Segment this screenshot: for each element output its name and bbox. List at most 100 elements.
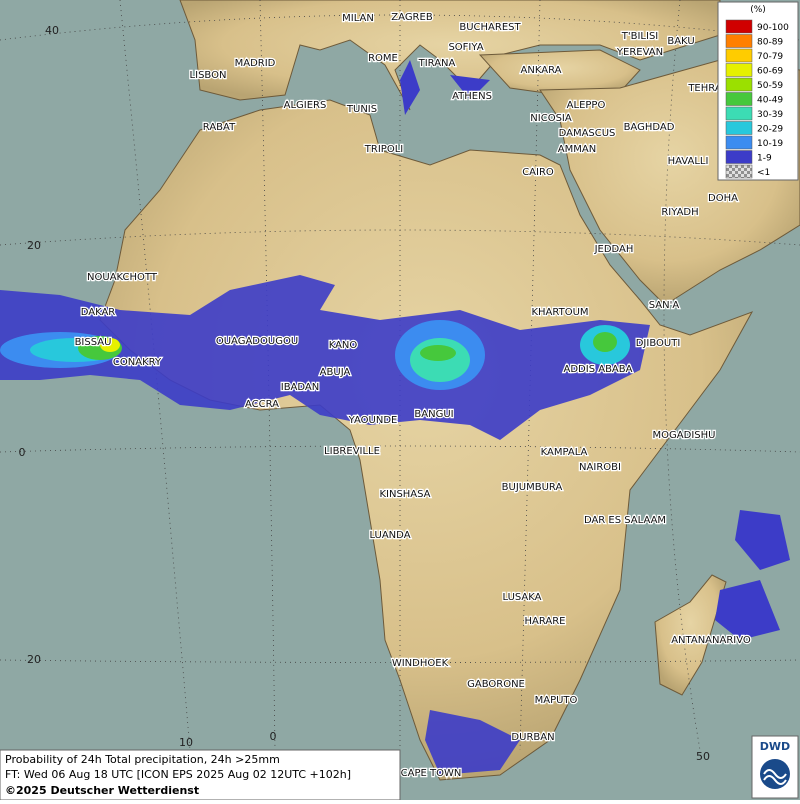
city-label: SAN'A [649, 300, 680, 311]
city-label: MADRID [235, 58, 276, 69]
legend-unit: (%) [750, 5, 766, 15]
city-label: KHARTOUM [531, 307, 588, 318]
footer-line: FT: Wed 06 Aug 18 UTC [ICON EPS 2025 Aug… [5, 768, 351, 781]
city-label: MAPUTO [535, 695, 578, 706]
city-label: LISBON [190, 70, 227, 81]
city-label: T'BILISI [621, 31, 658, 42]
city-label: BUCHAREST [459, 22, 521, 33]
legend-swatch [725, 150, 753, 164]
legend-label: 10-19 [757, 139, 783, 149]
legend-swatch [725, 121, 753, 135]
city-label: DAMASCUS [559, 128, 616, 139]
city-label: ROME [368, 53, 398, 64]
grid-label: 50 [696, 750, 710, 763]
city-label: MILAN [342, 13, 374, 24]
grid-label: 20 [27, 239, 41, 252]
city-labels: MILAN ZAGREB BUCHAREST T'BILISI BAKU YEREVAN M… [73, 11, 752, 781]
city-label: DOHA [708, 193, 738, 204]
city-label: RABAT [203, 122, 236, 133]
city-label: IBADAN [281, 382, 320, 393]
city-label: HARARE [524, 616, 565, 627]
legend-swatch [725, 48, 753, 63]
legend-swatch [725, 63, 753, 77]
city-label: BAKU [667, 36, 694, 47]
legend-swatch [725, 92, 753, 106]
city-label: ZAGREB [391, 12, 433, 23]
legend-label: 60-69 [757, 67, 783, 77]
legend-label: 50-59 [757, 81, 783, 91]
city-label: NOUAKCHOTT [87, 272, 158, 283]
city-label: LIBREVILLE [324, 446, 380, 457]
city-label: KINSHASA [379, 489, 430, 500]
footer-line: Probability of 24h Total precipitation, … [5, 753, 280, 766]
city-label: BISSAU [75, 337, 112, 348]
city-label: HAVALLI [668, 156, 709, 167]
city-label: ABUJA [320, 367, 351, 378]
legend-swatch [725, 19, 753, 34]
legend-label: 40-49 [757, 96, 783, 106]
city-label: ALEPPO [567, 100, 606, 111]
city-label: CAPE TOWN [401, 768, 462, 779]
city-label: ATHENS [452, 91, 492, 102]
footer-box [0, 749, 401, 801]
legend-label: <1 [757, 168, 770, 178]
legend-label: 1-9 [757, 154, 772, 164]
grid-label: 0 [19, 446, 26, 459]
city-label: JEDDAH [594, 244, 634, 255]
city-label: ACCRA [245, 399, 279, 410]
legend-swatch [725, 135, 753, 150]
legend-label: 90-100 [757, 23, 789, 33]
city-label: DJIBOUTI [636, 338, 681, 349]
legend: (%) 90-100 80-89 70-79 60-69 50-59 40-49 30-39… [717, 1, 799, 181]
city-label: GABORONE [467, 679, 525, 690]
city-label: NAIROBI [579, 462, 621, 473]
city-label: WINDHOEK [392, 658, 449, 669]
city-label: TUNIS [346, 104, 377, 115]
city-label: YAOUNDE [348, 415, 398, 426]
city-label: LUANDA [369, 530, 410, 541]
footer-line: ©2025 Deutscher Wetterdienst [5, 784, 199, 797]
city-label: TRIPOLI [364, 144, 403, 155]
city-label: ALGIERS [284, 100, 327, 111]
legend-swatch [725, 106, 753, 121]
legend-label: 70-79 [757, 52, 783, 62]
grid-label: 40 [45, 24, 59, 37]
city-label: CONAKRY [113, 357, 162, 368]
city-label: ANTANANARIVO [671, 635, 751, 646]
city-label: ADDIS ABABA [564, 364, 633, 375]
city-label: KAMPALA [541, 447, 588, 458]
city-label: OUAGADOUGOU [216, 336, 298, 347]
city-label: CAIRO [522, 167, 554, 178]
logo-waves [763, 769, 787, 785]
city-label: YEREVAN [616, 47, 663, 58]
logo: DWD [760, 740, 790, 753]
city-label: KANO [329, 340, 358, 351]
legend-swatch [725, 164, 753, 179]
grid-labels: 40 20 0 20 10 0 50 [19, 24, 711, 763]
grid-label: 10 [179, 736, 193, 749]
city-label: AMMAN [558, 144, 596, 155]
city-label: DURBAN [511, 732, 554, 743]
city-label: ANKARA [521, 65, 562, 76]
legend-swatch [725, 77, 753, 92]
city-label: LUSAKA [503, 592, 542, 603]
city-label: BUJUMBURA [502, 482, 563, 493]
city-label: BANGUI [414, 409, 453, 420]
city-label: RIYADH [661, 207, 698, 218]
legend-label: 80-89 [757, 38, 783, 48]
city-label: DAKAR [81, 307, 116, 318]
city-label: BAGHDAD [624, 122, 675, 133]
city-label: DAR ES SALAAM [584, 515, 666, 526]
grid-label: 20 [27, 653, 41, 666]
legend-label: 30-39 [757, 110, 783, 120]
city-label: NICOSIA [530, 113, 572, 124]
city-label: MOGADISHU [653, 430, 716, 441]
grid-label: 0 [270, 730, 277, 743]
city-label: SOFIYA [448, 42, 483, 53]
city-label: TIRANA [418, 58, 456, 69]
city-label: TEHRA [687, 83, 721, 94]
precipitation [0, 60, 790, 775]
legend-label: 20-29 [757, 125, 783, 135]
legend-swatch [725, 34, 753, 48]
